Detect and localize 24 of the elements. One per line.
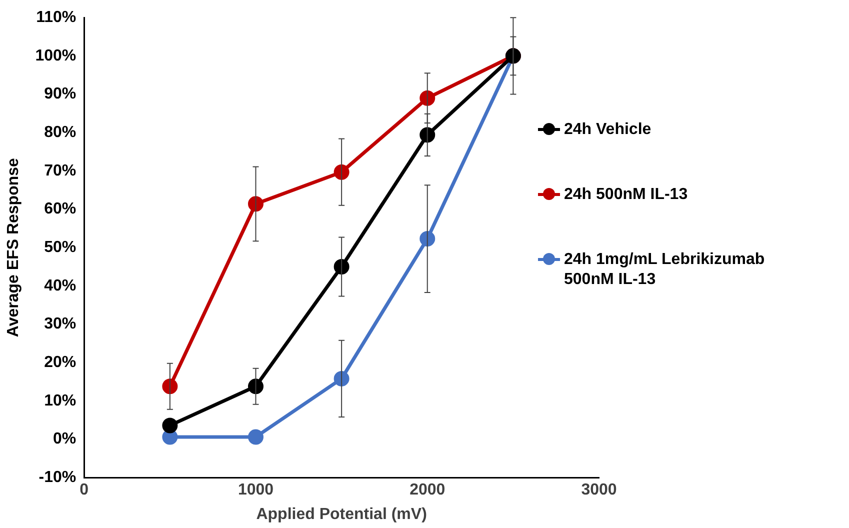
x-axis-title: Applied Potential (mV) <box>256 506 427 523</box>
y-tick-label: 40% <box>44 277 76 294</box>
y-axis-title: Average EFS Response <box>5 158 22 338</box>
y-tick-label: 100% <box>35 47 76 64</box>
y-tick-label: 30% <box>44 316 76 333</box>
y-tick-label: 20% <box>44 354 76 372</box>
legend-label: 24h 1mg/mL Lebrikizumab 500nM IL-13 <box>564 250 766 290</box>
legend-label: 24h Vehicle <box>564 120 652 140</box>
y-tick-label: 110% <box>36 9 76 26</box>
y-tick-label: 90% <box>44 86 76 103</box>
x-tick-label: 1000 <box>238 482 274 499</box>
x-tick-label: 3000 <box>581 482 617 499</box>
point <box>162 418 178 434</box>
x-tick-label: 0 <box>80 482 89 499</box>
point <box>248 429 264 445</box>
y-tick-label: -10% <box>38 469 76 486</box>
y-tick-label: 0% <box>52 430 76 448</box>
x-tick-label: 2000 <box>410 482 446 499</box>
y-tick-label: 10% <box>44 392 76 410</box>
y-tick-label: 60% <box>44 200 76 218</box>
y-tick-label: 80% <box>44 124 76 142</box>
y-tick-label: 50% <box>44 239 76 256</box>
y-tick-label: 70% <box>44 162 76 180</box>
legend-label: 24h 500nM IL-13 <box>564 185 688 205</box>
